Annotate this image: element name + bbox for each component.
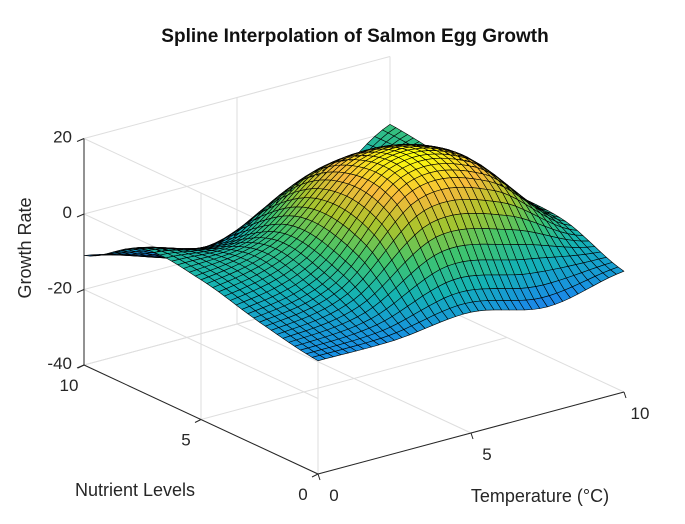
y-tick-label: 10 [60,376,79,395]
y-tick-mark [312,474,318,477]
z-tick-mark [77,365,84,368]
z-tick-label: 0 [63,203,72,222]
y-tick-mark [195,420,201,423]
x-tick-label: 0 [329,486,338,505]
x-tick-label: 10 [631,404,650,423]
y-axis-label: Nutrient Levels [75,480,195,500]
surface-layer [84,124,624,360]
y-tick-label: 5 [181,431,190,450]
x-tick-mark [318,474,320,480]
z-tick-mark [77,139,84,142]
z-tick-mark [77,214,84,217]
z-tick-label: -20 [47,279,72,298]
z-tick-label: 20 [53,128,72,147]
chart-title: Spline Interpolation of Salmon Egg Growt… [161,26,548,47]
z-axis-label: Growth Rate [15,197,35,298]
y-tick-label: 0 [298,485,307,504]
z-tick-label: -40 [47,354,72,373]
x-tick-label: 5 [482,445,491,464]
x-axis-label: Temperature (°C) [471,486,609,506]
x-tick-mark [624,392,626,398]
x-tick-mark [471,433,473,439]
z-tick-mark [77,290,84,293]
